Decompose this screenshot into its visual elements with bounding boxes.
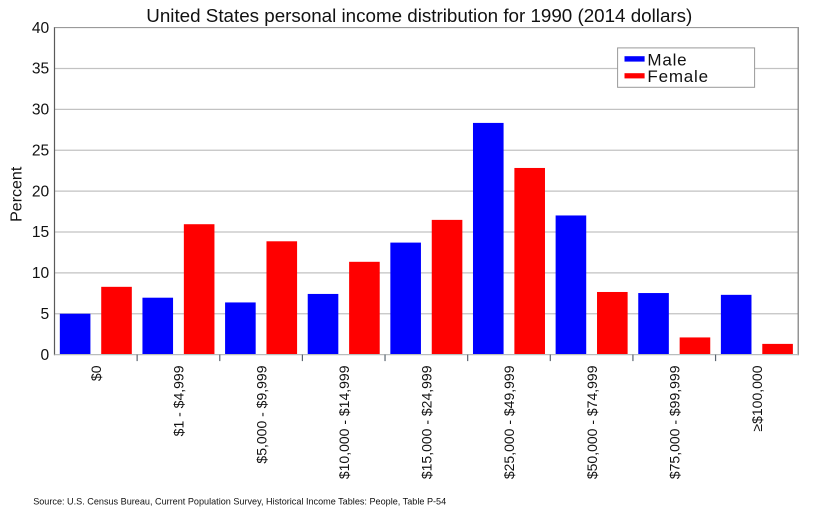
svg-text:$10,000 - $14,999: $10,000 - $14,999 xyxy=(336,365,352,479)
svg-text:30: 30 xyxy=(32,102,50,119)
svg-text:$15,000 - $24,999: $15,000 - $24,999 xyxy=(419,365,435,479)
svg-text:$50,000 - $74,999: $50,000 - $74,999 xyxy=(584,365,600,479)
svg-text:Male: Male xyxy=(647,50,687,69)
svg-text:10: 10 xyxy=(32,265,50,282)
svg-text:40: 40 xyxy=(32,20,50,37)
svg-text:Source: U.S. Census Bureau, Cu: Source: U.S. Census Bureau, Current Popu… xyxy=(33,496,446,506)
svg-text:$1 - $4,999: $1 - $4,999 xyxy=(171,365,187,436)
svg-text:$75,000 - $99,999: $75,000 - $99,999 xyxy=(667,365,683,479)
svg-text:United States personal income: United States personal income distributi… xyxy=(146,5,692,26)
svg-text:≥$100,000: ≥$100,000 xyxy=(749,365,765,431)
svg-text:15: 15 xyxy=(32,224,50,241)
svg-text:Percent: Percent xyxy=(8,166,25,222)
svg-text:$25,000 - $49,999: $25,000 - $49,999 xyxy=(501,365,517,479)
svg-text:Female: Female xyxy=(647,67,709,86)
svg-text:$0: $0 xyxy=(88,365,104,381)
svg-text:20: 20 xyxy=(32,183,50,200)
svg-text:35: 35 xyxy=(32,61,50,78)
svg-text:5: 5 xyxy=(41,306,50,323)
svg-text:25: 25 xyxy=(32,142,50,159)
svg-text:0: 0 xyxy=(41,347,50,364)
svg-text:$5,000 - $9,999: $5,000 - $9,999 xyxy=(253,365,269,463)
